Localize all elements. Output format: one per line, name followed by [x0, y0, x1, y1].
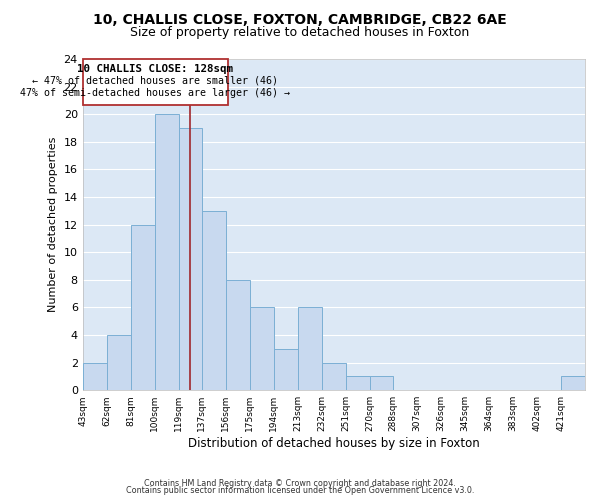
Y-axis label: Number of detached properties: Number of detached properties [48, 137, 58, 312]
Bar [155, 114, 179, 390]
Bar [370, 376, 392, 390]
Bar [83, 362, 107, 390]
Bar [250, 308, 274, 390]
Bar [561, 376, 585, 390]
Bar [298, 308, 322, 390]
Text: Contains HM Land Registry data © Crown copyright and database right 2024.: Contains HM Land Registry data © Crown c… [144, 478, 456, 488]
Bar [346, 376, 370, 390]
Text: 47% of semi-detached houses are larger (46) →: 47% of semi-detached houses are larger (… [20, 88, 290, 98]
Bar [274, 349, 298, 390]
Bar [131, 224, 155, 390]
Bar [322, 362, 346, 390]
Bar [226, 280, 250, 390]
Bar [202, 211, 226, 390]
Text: 10, CHALLIS CLOSE, FOXTON, CAMBRIDGE, CB22 6AE: 10, CHALLIS CLOSE, FOXTON, CAMBRIDGE, CB… [93, 12, 507, 26]
Bar [107, 335, 131, 390]
Text: Size of property relative to detached houses in Foxton: Size of property relative to detached ho… [130, 26, 470, 39]
X-axis label: Distribution of detached houses by size in Foxton: Distribution of detached houses by size … [188, 437, 480, 450]
Text: ← 47% of detached houses are smaller (46): ← 47% of detached houses are smaller (46… [32, 76, 278, 86]
Text: Contains public sector information licensed under the Open Government Licence v3: Contains public sector information licen… [126, 486, 474, 495]
Text: 10 CHALLIS CLOSE: 128sqm: 10 CHALLIS CLOSE: 128sqm [77, 64, 233, 74]
Bar [83, 59, 228, 104]
Bar [179, 128, 202, 390]
